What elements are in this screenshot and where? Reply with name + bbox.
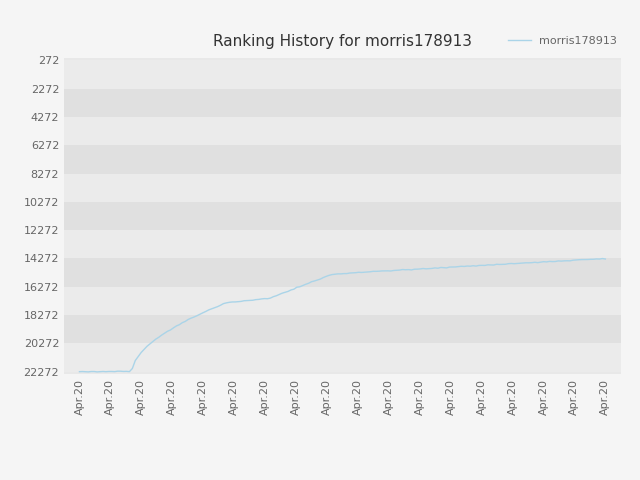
Bar bbox=[64, 287, 621, 315]
morris178913 bbox=[188, 315, 195, 321]
Line: morris178913: morris178913 bbox=[79, 259, 605, 372]
Bar bbox=[64, 315, 621, 343]
Legend: morris178913: morris178913 bbox=[504, 32, 621, 50]
morris178913 bbox=[278, 290, 286, 296]
Bar bbox=[64, 230, 621, 258]
Title: Ranking History for morris178913: Ranking History for morris178913 bbox=[213, 35, 472, 49]
Bar bbox=[64, 145, 621, 174]
morris178913 bbox=[602, 256, 609, 262]
Bar bbox=[64, 202, 621, 230]
morris178913 bbox=[140, 347, 148, 352]
Bar bbox=[64, 174, 621, 202]
morris178913 bbox=[587, 256, 595, 262]
Bar bbox=[64, 117, 621, 145]
Bar bbox=[64, 89, 621, 117]
morris178913 bbox=[93, 369, 101, 375]
Bar bbox=[64, 343, 621, 372]
morris178913 bbox=[84, 369, 92, 375]
Bar bbox=[64, 258, 621, 287]
morris178913 bbox=[546, 259, 554, 264]
morris178913 bbox=[76, 369, 83, 374]
Bar bbox=[64, 60, 621, 89]
morris178913 bbox=[598, 256, 606, 262]
